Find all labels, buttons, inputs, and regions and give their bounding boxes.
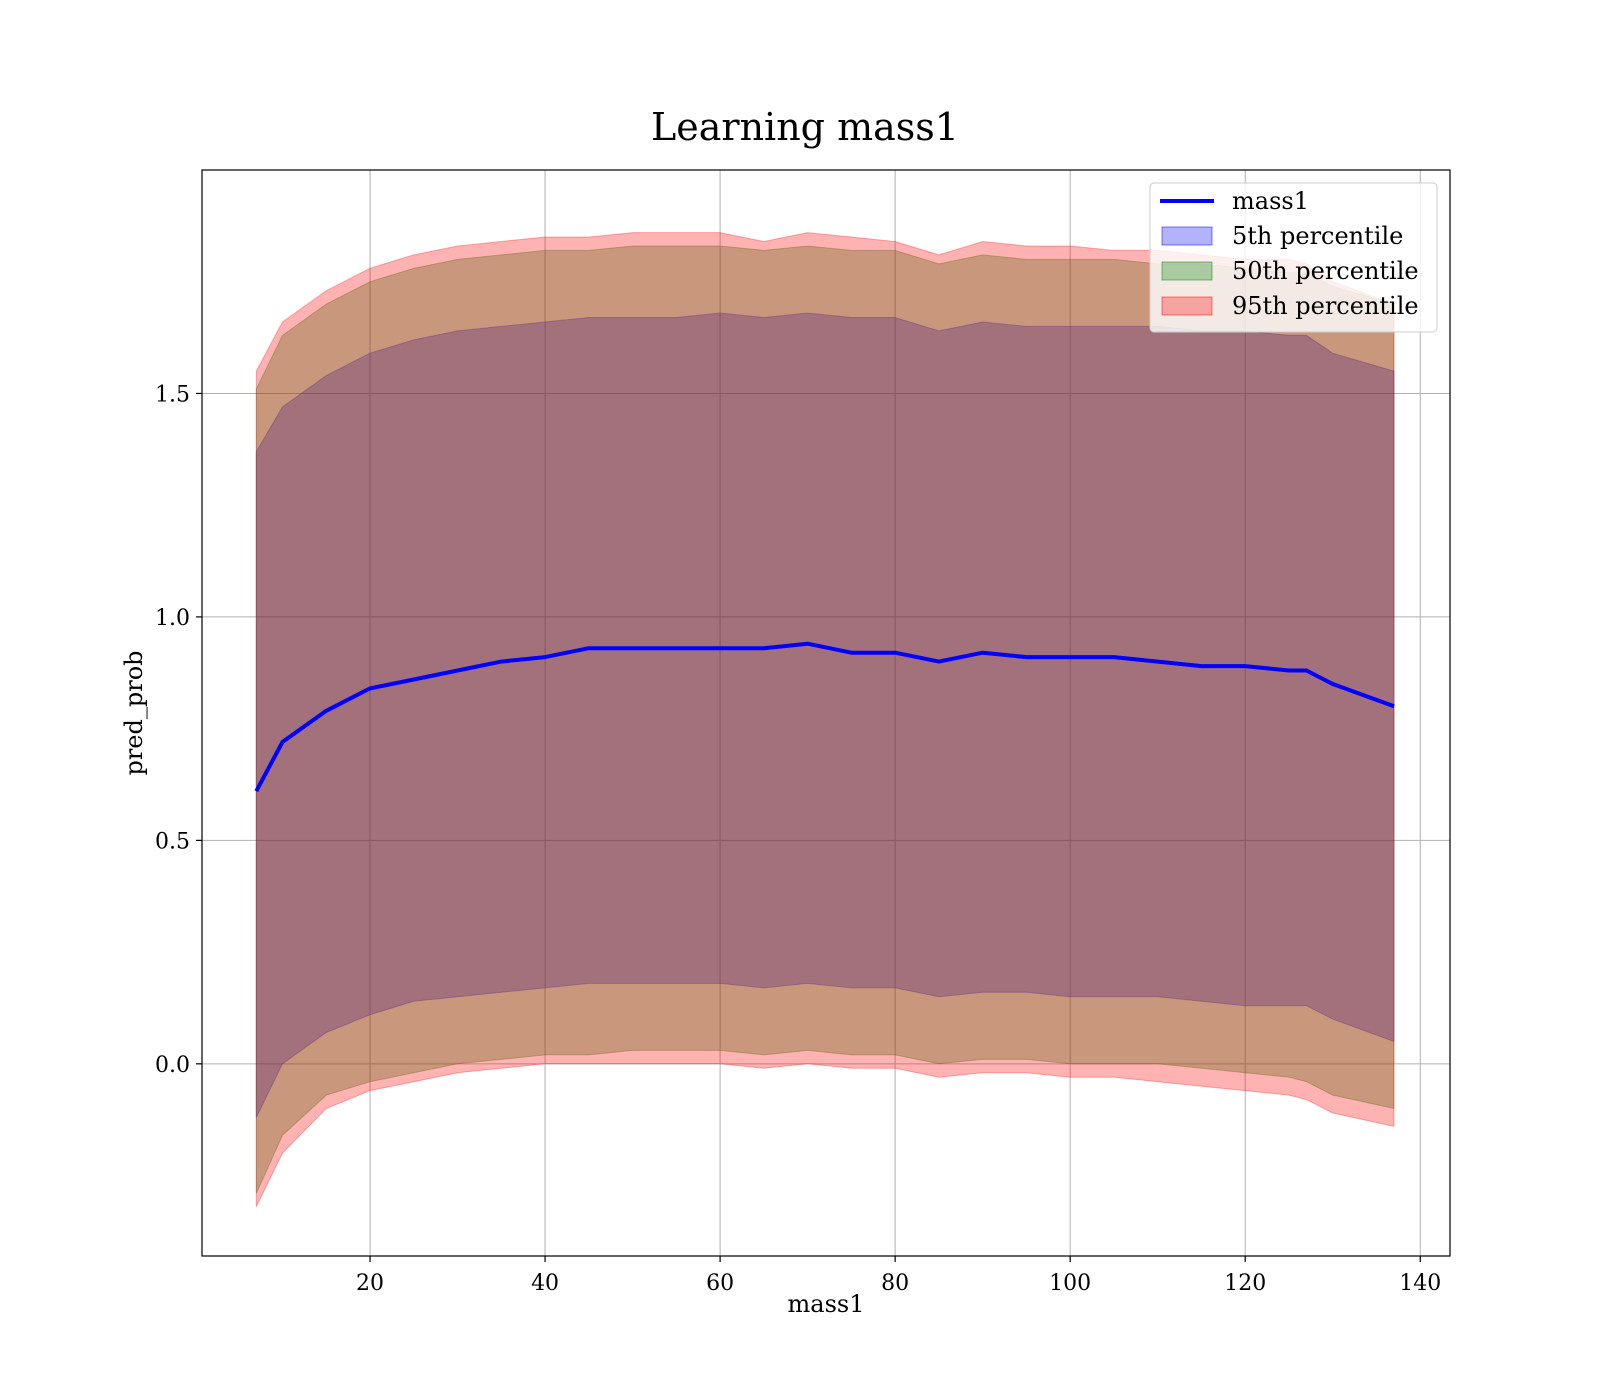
x-tick-label: 140 bbox=[1399, 1271, 1441, 1296]
x-tick-label: 40 bbox=[531, 1271, 559, 1296]
x-tick-label: 80 bbox=[881, 1271, 909, 1296]
band-95th-percentile bbox=[255, 232, 1395, 1208]
x-axis-ticks: 20 40 60 80 100 120 140 bbox=[356, 1256, 1441, 1296]
y-tick-label: 1.0 bbox=[155, 606, 190, 631]
x-tick-label: 120 bbox=[1224, 1271, 1266, 1296]
x-tick-label: 100 bbox=[1049, 1271, 1091, 1296]
legend-label-95th-percentile: 95th percentile bbox=[1232, 292, 1419, 320]
lines bbox=[254, 641, 1395, 793]
line-mass1 bbox=[254, 641, 1395, 793]
legend-label-mass1: mass1 bbox=[1232, 187, 1309, 215]
y-tick-label: 0.0 bbox=[155, 1053, 190, 1078]
plot-frame bbox=[201, 169, 1451, 1257]
legend-label-50th-percentile: 50th percentile bbox=[1232, 257, 1419, 285]
x-axis-label: mass1 bbox=[788, 1290, 865, 1318]
legend-frame bbox=[1149, 182, 1438, 333]
y-tick-label: 1.5 bbox=[155, 382, 190, 407]
y-axis-label: pred_prob bbox=[120, 650, 148, 775]
x-tick-label: 60 bbox=[706, 1271, 734, 1296]
legend: mass1 5th percentile 50th percentile 95th p… bbox=[1149, 182, 1438, 333]
y-tick-label: 0.5 bbox=[155, 829, 190, 854]
legend-swatch-5th-percentile bbox=[1161, 226, 1213, 246]
grid bbox=[202, 170, 1450, 1256]
x-tick-label: 20 bbox=[356, 1271, 384, 1296]
legend-label-5th-percentile: 5th percentile bbox=[1232, 222, 1403, 250]
legend-swatch-95th-percentile bbox=[1161, 296, 1213, 316]
bands bbox=[255, 232, 1395, 1208]
legend-swatch-50th-percentile bbox=[1161, 261, 1213, 281]
band-5th-percentile bbox=[255, 312, 1395, 1118]
y-axis-ticks: 0.0 0.5 1.0 1.5 bbox=[155, 382, 202, 1078]
band-50th-percentile bbox=[255, 245, 1395, 1194]
chart-title: Learning mass1 bbox=[651, 105, 959, 149]
